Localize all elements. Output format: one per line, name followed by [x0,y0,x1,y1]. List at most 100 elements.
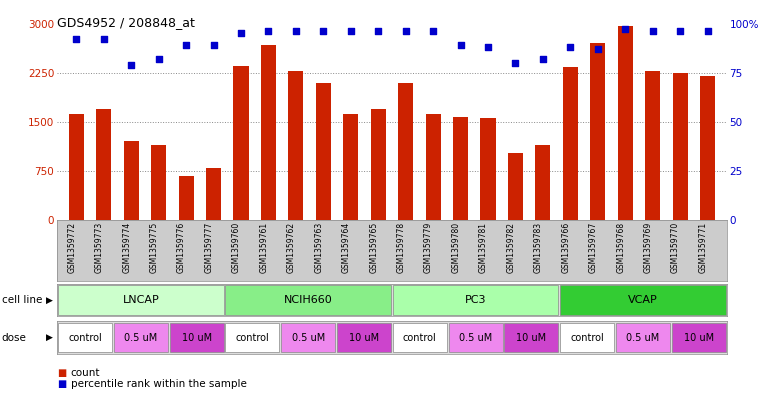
Bar [616,323,670,353]
Bar [337,323,391,353]
Text: GSM1359776: GSM1359776 [177,222,186,273]
Bar [560,285,726,315]
Text: GSM1359773: GSM1359773 [94,222,103,273]
Bar [371,109,386,220]
Point [702,28,714,35]
Text: dose: dose [2,332,27,343]
Text: GSM1359783: GSM1359783 [534,222,543,273]
Text: 10 uM: 10 uM [182,332,212,343]
Text: 0.5 uM: 0.5 uM [124,332,158,343]
Bar [123,141,139,220]
Bar [288,72,304,220]
Point [509,60,521,66]
Bar [234,66,249,220]
Point [674,28,686,35]
Bar [563,68,578,220]
Text: GSM1359775: GSM1359775 [150,222,158,273]
Bar [170,323,224,353]
Text: 0.5 uM: 0.5 uM [291,332,325,343]
Text: GSM1359771: GSM1359771 [699,222,708,273]
Bar [225,323,279,353]
Bar [453,117,468,220]
Text: percentile rank within the sample: percentile rank within the sample [71,379,247,389]
Bar [645,72,661,220]
Point [152,56,164,62]
Text: 10 uM: 10 uM [684,332,714,343]
Bar [672,323,726,353]
Point [372,28,384,35]
Bar [480,118,495,220]
Text: control: control [403,332,437,343]
Text: GSM1359777: GSM1359777 [205,222,214,273]
Bar [508,153,523,220]
Point [208,42,220,48]
Text: GDS4952 / 208848_at: GDS4952 / 208848_at [57,16,195,29]
Point [400,28,412,35]
Text: GSM1359760: GSM1359760 [232,222,241,273]
Bar [535,145,550,220]
Bar [505,323,559,353]
Bar [343,114,358,220]
Bar [261,44,276,220]
Text: GSM1359780: GSM1359780 [451,222,460,273]
Text: ■: ■ [57,379,66,389]
Text: 0.5 uM: 0.5 uM [459,332,492,343]
Point [454,42,466,48]
Text: GSM1359763: GSM1359763 [314,222,323,273]
Text: ▶: ▶ [46,333,53,342]
Text: GSM1359779: GSM1359779 [424,222,433,273]
Point [125,62,137,68]
Text: PC3: PC3 [465,295,486,305]
Bar [425,114,441,220]
Point [345,28,357,35]
Bar [591,43,605,220]
Text: control: control [68,332,102,343]
Bar [179,176,193,220]
Text: ▶: ▶ [46,296,53,305]
Point [180,42,193,48]
Bar [618,26,632,220]
Text: NCIH660: NCIH660 [284,295,333,305]
Text: control: control [570,332,604,343]
Text: GSM1359772: GSM1359772 [67,222,76,273]
Text: GSM1359774: GSM1359774 [123,222,131,273]
Text: GSM1359766: GSM1359766 [562,222,570,273]
Text: ■: ■ [57,367,66,378]
Point [235,30,247,37]
Bar [113,323,168,353]
Bar [393,323,447,353]
Text: control: control [235,332,269,343]
Point [317,28,330,35]
Bar [151,145,166,220]
Bar [560,323,614,353]
Point [97,36,110,42]
Point [647,28,659,35]
Bar [58,323,112,353]
Text: count: count [71,367,100,378]
Text: VCAP: VCAP [628,295,658,305]
Text: cell line: cell line [2,295,42,305]
Bar [206,168,221,220]
Point [427,28,439,35]
Point [537,56,549,62]
Point [482,44,494,50]
Bar [96,109,111,220]
Bar [68,114,84,220]
Bar [225,285,391,315]
Bar [393,285,559,315]
Bar [58,285,224,315]
Text: GSM1359767: GSM1359767 [589,222,597,273]
Text: GSM1359762: GSM1359762 [287,222,296,273]
Point [564,44,576,50]
Text: GSM1359768: GSM1359768 [616,222,626,273]
Text: GSM1359764: GSM1359764 [342,222,351,273]
Text: GSM1359770: GSM1359770 [671,222,680,273]
Bar [700,76,715,220]
Bar [316,83,331,220]
Point [290,28,302,35]
Text: 0.5 uM: 0.5 uM [626,332,660,343]
Point [263,28,275,35]
Text: GSM1359781: GSM1359781 [479,222,488,273]
Bar [398,83,413,220]
Text: LNCAP: LNCAP [123,295,159,305]
